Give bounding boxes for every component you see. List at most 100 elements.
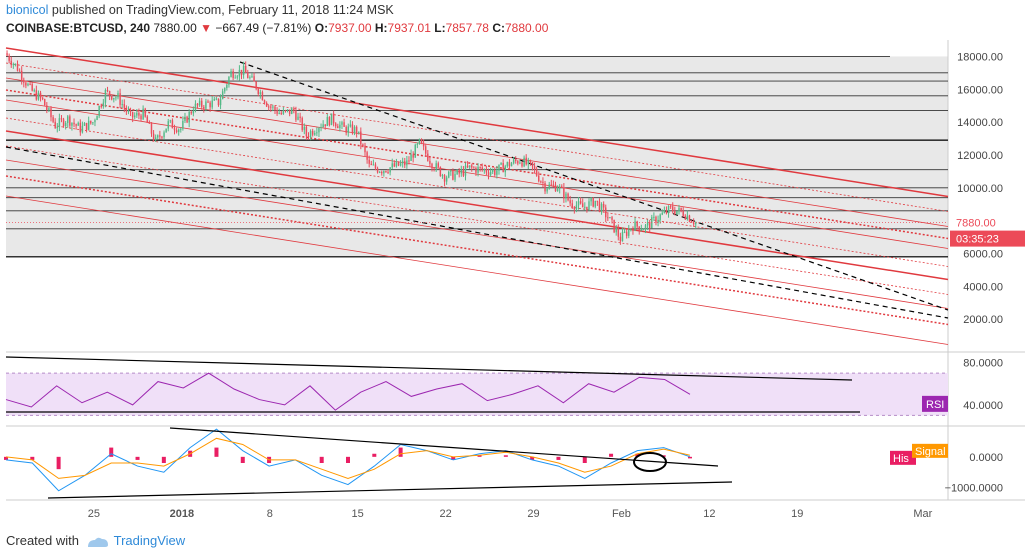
candle-body [196, 103, 199, 106]
macd-hist-bar [477, 455, 482, 457]
candle-body [207, 101, 209, 103]
candle-body [439, 166, 442, 176]
candle-body [173, 128, 176, 131]
candle-body [236, 76, 239, 78]
candle-body [355, 126, 358, 133]
candle-body [102, 102, 105, 107]
candle-body [150, 122, 153, 134]
candle-body [468, 165, 471, 168]
candle-body [584, 206, 586, 208]
macd-hist-bar [56, 456, 61, 470]
candle-body [667, 206, 670, 214]
author-link[interactable]: bionicol [6, 3, 49, 17]
candle-body [619, 236, 622, 242]
candle-body [85, 122, 88, 130]
candle-body [690, 221, 693, 223]
candle-body [395, 161, 398, 167]
candle-body [119, 93, 121, 105]
candle-body [255, 81, 257, 89]
candle-body [100, 106, 102, 108]
shaded-range-zone [6, 56, 948, 257]
candle-body [71, 122, 73, 126]
candle-body [456, 170, 458, 175]
candle-body [230, 71, 232, 78]
candle-body [276, 110, 278, 114]
rsi-tick-label: 40.0000 [963, 400, 1003, 412]
candle-body [184, 116, 186, 121]
y-tick-label: 2000.00 [963, 314, 1003, 326]
candle-body [429, 160, 431, 164]
price-tag-bg [950, 214, 1025, 231]
candle-body [56, 126, 59, 129]
candle-body [81, 125, 84, 133]
candle-body [607, 217, 609, 219]
tradingview-brand[interactable]: TradingView [113, 533, 186, 548]
candle-body [514, 159, 517, 162]
l-label: L: [434, 21, 446, 35]
macd-hist-bar [398, 447, 403, 457]
candle-body [209, 102, 211, 108]
candle-body [517, 161, 519, 164]
candle-body [634, 221, 636, 231]
y-tick-label: 18000.00 [957, 51, 1003, 63]
candle-body [240, 69, 243, 76]
candle-body [314, 133, 316, 135]
candle-body [110, 95, 113, 100]
candle-body [506, 162, 509, 167]
candle-body [200, 100, 203, 107]
candle-body [605, 207, 607, 218]
candle-body [58, 118, 61, 127]
candle-body [167, 121, 169, 129]
candle-body [481, 167, 483, 170]
candle-body [475, 167, 477, 173]
candle-body [131, 111, 134, 118]
candle-body [27, 83, 29, 86]
candle-body [628, 229, 630, 236]
candle-body [592, 198, 594, 207]
candle-body [376, 168, 379, 173]
candle-body [527, 160, 530, 165]
candle-body [609, 217, 611, 219]
macd-hist-bar [530, 456, 535, 460]
channel-line [5, 77, 949, 227]
candle-body [50, 108, 52, 118]
candle-body [374, 164, 377, 169]
candle-body [695, 222, 697, 225]
candle-body [408, 160, 410, 162]
macd-hist-bar [30, 456, 35, 460]
candle-body [79, 122, 82, 133]
candle-body [228, 77, 230, 85]
macd-hist-bar [346, 456, 350, 463]
macd-hist-bar [135, 456, 140, 460]
highlight-circle [633, 452, 667, 472]
candle-body [462, 169, 465, 176]
candle-body [67, 116, 69, 123]
x-tick-label: 2018 [170, 508, 194, 520]
candle-body [198, 100, 201, 106]
candle-body [381, 171, 383, 174]
candle-body [661, 212, 663, 215]
candle-body [581, 203, 584, 208]
candle-body [282, 110, 285, 114]
candle-body [669, 206, 672, 208]
candle-body [18, 70, 21, 72]
candle-body [90, 120, 92, 124]
candle-body [301, 117, 303, 130]
candle-body [686, 215, 689, 220]
candle-body [561, 186, 563, 188]
candle-body [454, 174, 456, 180]
rsi-tag-label: RSI [926, 399, 944, 411]
candle-body [117, 93, 119, 98]
candle-body [466, 165, 469, 168]
candle-body [224, 88, 226, 92]
candle-body [569, 200, 571, 204]
candle-body [215, 98, 218, 100]
candle-body [445, 177, 448, 182]
candle-body [552, 184, 555, 186]
candle-body [324, 124, 326, 127]
candle-body [556, 188, 559, 192]
candle-body [343, 122, 345, 127]
o-label: O: [314, 21, 329, 35]
candle-body [494, 169, 496, 175]
